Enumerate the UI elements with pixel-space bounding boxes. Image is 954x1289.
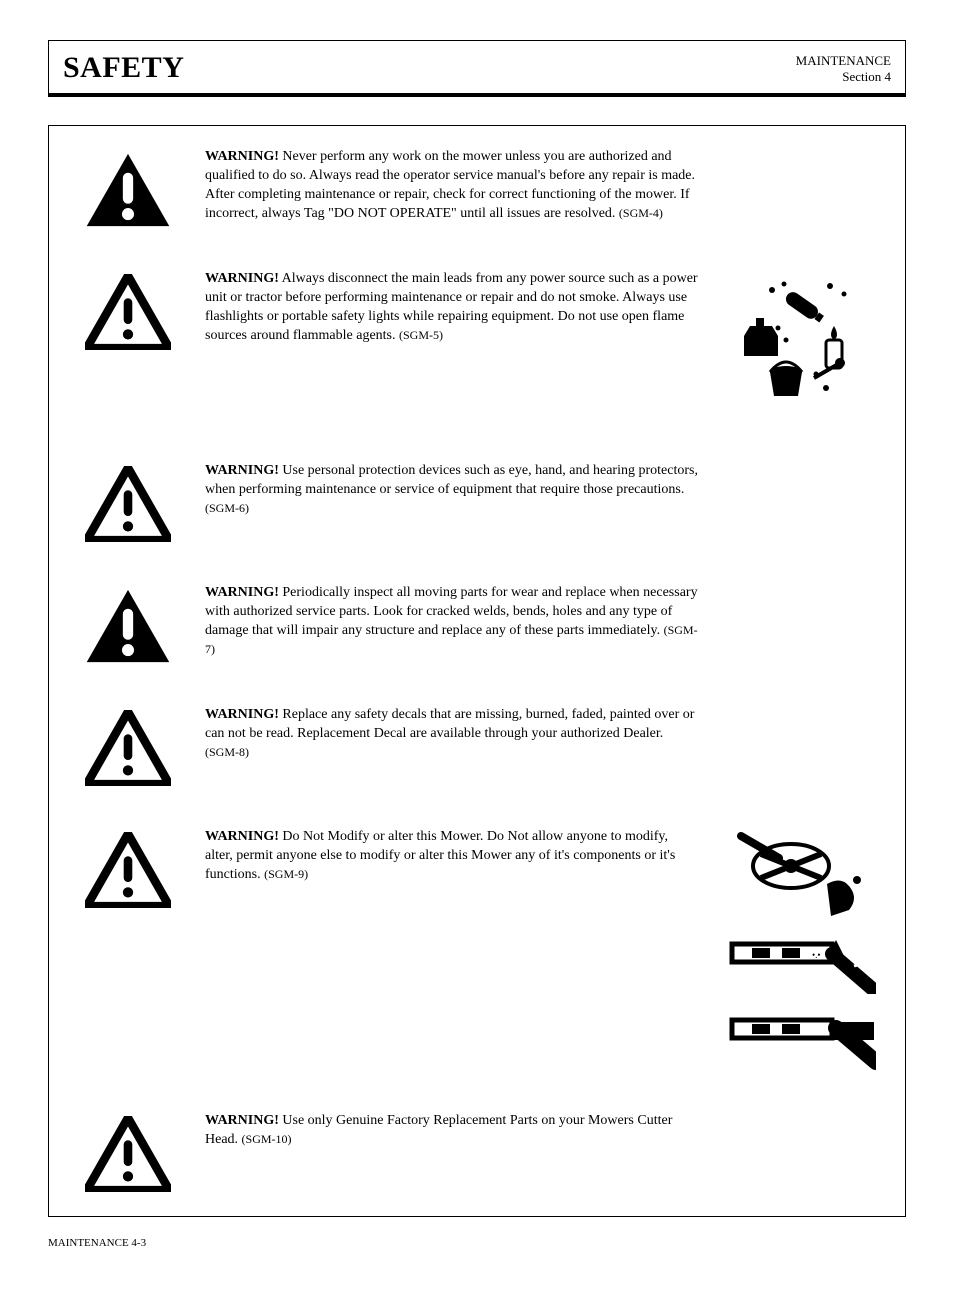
- triangle-col: [73, 462, 183, 542]
- warning-triangle-outline-icon: [85, 466, 171, 542]
- entry-label: WARNING!: [205, 271, 279, 286]
- figure-col: •.•: [721, 828, 881, 1070]
- entry-ref: (SGM-6): [205, 501, 249, 515]
- warning-triangle-outline-icon: [85, 832, 171, 908]
- entry-ref: (SGM-9): [264, 867, 308, 881]
- warning-triangle-icon: [85, 588, 171, 664]
- safety-entry: WARNING! Use only Genuine Factory Replac…: [73, 1112, 881, 1192]
- warning-triangle-outline-icon: [85, 710, 171, 786]
- entry-label: WARNING!: [205, 707, 279, 722]
- entry-body: Periodically inspect all moving parts fo…: [205, 585, 698, 638]
- entry-label: WARNING!: [205, 1113, 279, 1128]
- entry-label: WARNING!: [205, 829, 279, 844]
- header-bar: SAFETY MAINTENANCE Section 4: [48, 40, 906, 97]
- entry-ref: (SGM-10): [242, 1132, 292, 1146]
- footer: MAINTENANCE 4-3: [48, 1237, 906, 1249]
- entry-text: WARNING! Use personal protection devices…: [205, 462, 699, 519]
- entry-body: Replace any safety decals that are missi…: [205, 707, 694, 741]
- entry-text: WARNING! Replace any safety decals that …: [205, 706, 699, 763]
- triangle-col: [73, 828, 183, 908]
- header-pagenum: MAINTENANCE Section 4: [796, 53, 891, 85]
- safety-entry: WARNING! Do Not Modify or alter this Mow…: [73, 828, 881, 1070]
- svg-text:•.•: •.•: [812, 950, 821, 960]
- page: SAFETY MAINTENANCE Section 4 WARNING! Ne…: [0, 0, 954, 1289]
- warning-triangle-outline-icon: [85, 274, 171, 350]
- warning-triangle-outline-icon: [85, 1116, 171, 1192]
- entry-label: WARNING!: [205, 463, 279, 478]
- safety-entry: WARNING! Periodically inspect all moving…: [73, 584, 881, 664]
- entry-text: WARNING! Never perform any work on the m…: [205, 148, 699, 224]
- triangle-col: [73, 584, 183, 664]
- triangle-col: [73, 148, 183, 228]
- safety-entry: WARNING! Use personal protection devices…: [73, 462, 881, 542]
- entry-text: WARNING! Do Not Modify or alter this Mow…: [205, 828, 699, 885]
- flammables-icon: [726, 270, 876, 420]
- blade-shield-no-icon: •.•: [726, 934, 876, 994]
- blade-hand-icon: [731, 828, 871, 918]
- entry-ref: (SGM-8): [205, 745, 249, 759]
- entry-text: WARNING! Always disconnect the main lead…: [205, 270, 699, 346]
- figure-col: [721, 270, 881, 420]
- entry-body: Use personal protection devices such as …: [205, 463, 698, 497]
- entry-ref: (SGM-5): [399, 328, 443, 342]
- header-page-label: MAINTENANCE: [796, 53, 891, 68]
- entry-ref: (SGM-4): [619, 206, 663, 220]
- entry-label: WARNING!: [205, 149, 279, 164]
- content-box: WARNING! Never perform any work on the m…: [48, 125, 906, 1217]
- footer-text: MAINTENANCE 4-3: [48, 1237, 146, 1249]
- warning-triangle-icon: [85, 152, 171, 228]
- header-title: SAFETY: [63, 51, 184, 85]
- entry-label: WARNING!: [205, 585, 279, 600]
- triangle-col: [73, 270, 183, 350]
- safety-entry: WARNING! Always disconnect the main lead…: [73, 270, 881, 420]
- entry-body: Always disconnect the main leads from an…: [205, 271, 698, 343]
- triangle-col: [73, 1112, 183, 1192]
- triangle-col: [73, 706, 183, 786]
- header-section: Section 4: [842, 69, 891, 84]
- entry-text: WARNING! Periodically inspect all moving…: [205, 584, 699, 660]
- safety-entry: WARNING! Replace any safety decals that …: [73, 706, 881, 786]
- safety-entry: WARNING! Never perform any work on the m…: [73, 148, 881, 228]
- blade-shield-yes-icon: [726, 1010, 876, 1070]
- entry-text: WARNING! Use only Genuine Factory Replac…: [205, 1112, 699, 1150]
